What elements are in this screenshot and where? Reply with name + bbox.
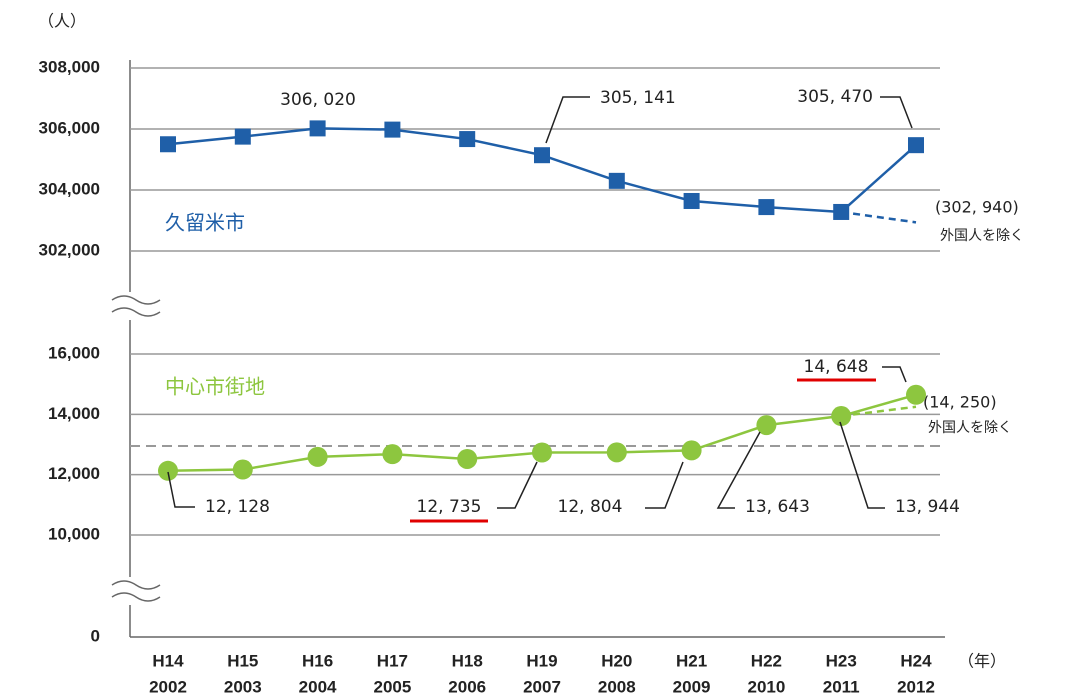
y-tick-label: 302,000 [39,240,100,259]
y-tick-label: 304,000 [39,179,100,198]
x-tick-year: 2003 [224,677,262,696]
leader-line [167,471,195,508]
marker [833,203,850,220]
value-label: 12, 735 [417,497,482,517]
series-name: 久留米市 [165,211,245,235]
x-tick-year: 2006 [448,677,486,696]
series-line [167,127,917,214]
marker [756,415,777,436]
x-tick-label: H17 [377,651,408,670]
marker [831,406,852,427]
value-label: 305, 141 [600,88,676,108]
excluded-name: 外国人を除く [928,420,1012,436]
y-tick-label: 16,000 [48,343,100,362]
x-tick-year: 2005 [373,677,411,696]
marker [309,120,326,137]
leader-line [880,96,913,129]
marker [606,442,627,463]
y-tick-label: 306,000 [39,118,100,137]
marker [459,131,476,148]
marker [457,448,478,469]
leader-line [497,461,538,509]
x-tick-year: 2004 [299,677,337,696]
x-tick-label: H14 [152,651,184,670]
value-label: 13, 643 [745,497,810,517]
y-tick-label: 10,000 [48,524,100,543]
x-tick-year: 2010 [747,677,785,696]
value-label: 306, 020 [280,90,356,110]
x-tick-label: H15 [227,651,258,670]
excluded-label: (302, 940) [935,198,1019,217]
marker [234,128,251,145]
marker [307,446,328,467]
x-tick-label: H22 [751,651,782,670]
x-tick-year: 2011 [823,677,860,696]
marker [681,440,702,461]
y-unit: （人） [38,12,86,31]
marker [384,121,401,138]
x-tick-year: 2007 [523,677,561,696]
excluded-line [841,405,917,418]
x-tick-label: H18 [452,651,483,670]
marker [908,137,924,154]
marker [158,460,178,481]
excluded-label: (14, 250) [923,393,997,412]
leader-line [839,421,885,509]
x-tick-label: H20 [601,651,632,670]
y-origin-label: 0 [91,626,100,645]
x-tick-label: H24 [900,651,932,670]
value-label: 12, 128 [205,497,270,517]
value-label: 13, 944 [895,497,960,517]
marker [232,459,253,480]
y-tick-label: 12,000 [48,464,100,483]
x-unit: （年） [958,652,1006,671]
x-tick-year: 2008 [598,677,636,696]
x-tick-year: 2002 [149,677,187,696]
y-tick-label: 14,000 [48,404,100,423]
value-label: 12, 804 [558,497,623,517]
marker [683,192,700,209]
leader-line [545,96,590,144]
x-tick-label: H23 [826,651,857,670]
x-tick-label: H16 [302,651,333,670]
leader-line [645,461,684,509]
y-tick-label: 308,000 [39,57,100,76]
leader-line [882,366,907,383]
excluded-line [841,210,917,224]
series-name: 中心市街地 [165,375,265,399]
x-tick-year: 2009 [673,677,711,696]
leader-line [716,431,761,509]
axis-break [110,292,165,605]
marker [758,199,775,216]
marker [532,442,552,463]
value-label: 14, 648 [804,357,869,377]
x-tick-label: H19 [526,651,557,670]
excluded-name: 外国人を除く [940,228,1024,244]
marker [534,147,550,164]
marker [906,384,926,405]
x-tick-label: H21 [676,651,707,670]
marker [608,172,625,189]
x-tick-year: 2012 [897,677,935,696]
value-label: 305, 470 [797,87,873,107]
marker [160,136,176,153]
marker [382,444,403,465]
